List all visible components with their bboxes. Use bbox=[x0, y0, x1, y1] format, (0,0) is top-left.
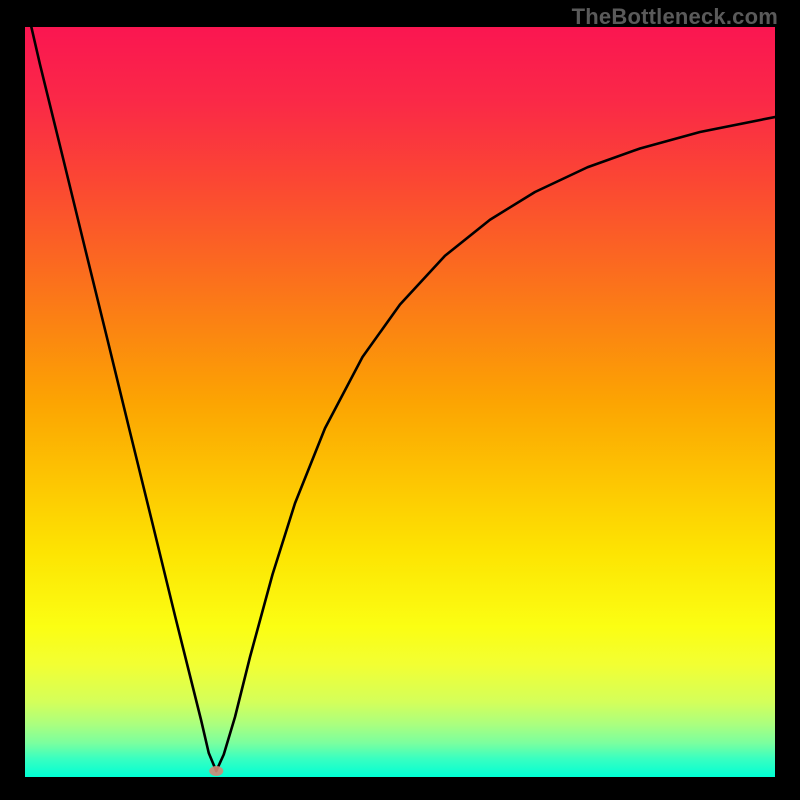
gradient-plot-area bbox=[25, 27, 775, 777]
watermark-text: TheBottleneck.com bbox=[572, 4, 778, 30]
optimum-marker bbox=[209, 766, 223, 776]
bottleneck-chart bbox=[0, 0, 800, 800]
